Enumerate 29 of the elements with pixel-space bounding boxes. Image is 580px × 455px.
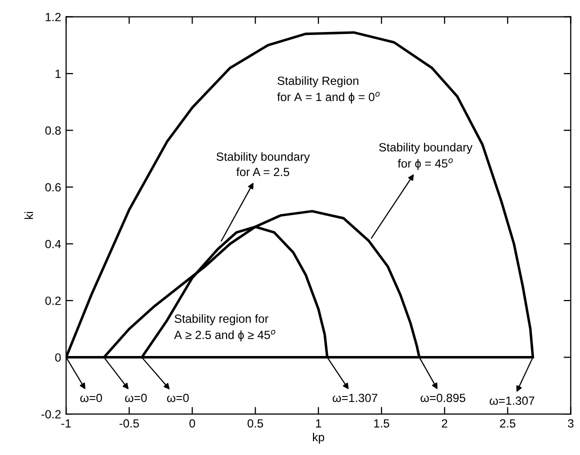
y-tick-label: 0 [55,353,61,362]
annotation: Stability boundary for A = 2.5 [216,152,310,176]
annotation: ω=0.895 [420,394,466,402]
x-tick-label: -1 [61,419,71,428]
x-tick-label: 2.5 [500,419,516,428]
y-tick-label: 1.2 [46,12,61,22]
y-tick-label: 0.8 [45,126,61,135]
annotation: Stability Region for A = 1 and ϕ = 0$^{o}$ [277,76,380,104]
x-tick-label: 3 [568,419,574,428]
annotation: ω=0 [125,394,147,402]
x-tick-label: 2 [442,419,448,428]
annotation: Stability region for A ≥ 2.5 and ϕ ≥ 45$^{o}$ [174,314,276,342]
annotation: ω=1.307 [332,394,378,402]
x-axis-title: kp [312,432,324,444]
x-tick-label: 0 [189,419,196,428]
x-tick-label: 1 [316,419,322,428]
y-tick-label: 1 [56,70,61,78]
annotation: ω=0 [80,394,102,402]
y-axis-title: ki [24,212,33,219]
y-tick-label: 0.2 [45,296,61,305]
y-tick-label: 0.6 [45,183,61,192]
annotation: ω=0 [167,394,189,402]
x-tick-label: 1.5 [374,419,390,428]
annotation: ω=1.307 [490,396,534,405]
annotation: Stability boundary for ϕ = 45$^{o}$ [379,142,472,170]
y-tick-label: -0.2 [41,410,61,418]
y-tick-label: 0.4 [45,240,61,248]
x-tick-label: 0.5 [248,419,264,428]
x-tick-label: -0.5 [120,419,139,428]
